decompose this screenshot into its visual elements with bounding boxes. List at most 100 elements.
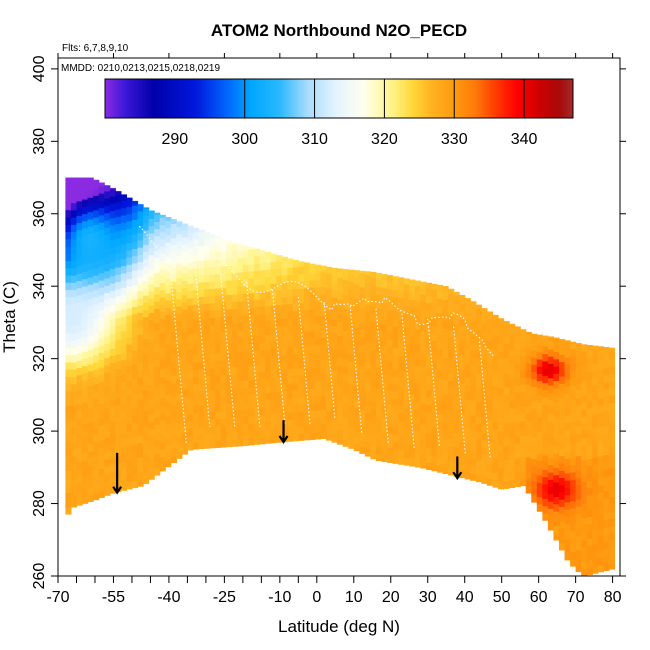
heatmap-cell (353, 356, 360, 365)
heatmap-cell (503, 336, 510, 345)
heatmap-cell (170, 447, 177, 456)
heatmap-cell (298, 309, 305, 318)
heatmap-cell (76, 345, 83, 354)
heatmap-cell (253, 299, 261, 308)
heatmap-cell (514, 406, 521, 415)
heatmap-cell (115, 440, 122, 449)
heatmap-cell (226, 258, 233, 267)
heatmap-cell (87, 436, 94, 445)
heatmap-cell (148, 370, 155, 379)
heatmap-cell (87, 177, 94, 184)
heatmap-cell (453, 374, 460, 383)
heatmap-cell (597, 361, 604, 370)
heatmap-cell (176, 429, 183, 438)
heatmap-cell (320, 337, 327, 345)
x-tick-label: 40 (456, 589, 474, 606)
heatmap-cell (181, 381, 189, 390)
heatmap-cell (414, 423, 421, 432)
heatmap-cell (248, 321, 255, 330)
heatmap-cell (558, 506, 566, 515)
heatmap-cell (292, 295, 299, 304)
heatmap-cell (276, 304, 283, 313)
heatmap-cell (226, 323, 233, 332)
heatmap-cell (242, 372, 250, 381)
heatmap-cell (542, 447, 549, 456)
heatmap-cell (553, 380, 560, 389)
heatmap-cell (104, 480, 111, 489)
heatmap-cell (303, 418, 311, 426)
heatmap-cell (608, 438, 616, 447)
heatmap-cell (320, 416, 327, 425)
heatmap-cell (326, 396, 333, 405)
heatmap-cell (109, 282, 116, 291)
heatmap-cell (126, 343, 133, 352)
heatmap-cell (143, 287, 150, 296)
heatmap-cell (564, 516, 571, 525)
heatmap-cell (159, 376, 166, 385)
heatmap-cell (270, 391, 277, 400)
heatmap-cell (453, 302, 460, 311)
heatmap-cell (592, 558, 599, 567)
heatmap-cell (364, 332, 372, 341)
heatmap-cell (215, 251, 222, 260)
heatmap-cell (592, 551, 599, 560)
heatmap-cell (525, 369, 532, 378)
heatmap-cell (375, 337, 383, 346)
heatmap-cell (387, 317, 394, 326)
heatmap-cell (287, 332, 294, 341)
colorbar-segment (386, 79, 389, 118)
colorbar-segment (274, 79, 277, 118)
heatmap-cell (581, 358, 588, 367)
heatmap-cell (448, 373, 455, 382)
heatmap-cell (131, 415, 139, 423)
heatmap-cell (98, 439, 105, 448)
heatmap-cell (453, 410, 460, 419)
heatmap-cell (176, 422, 183, 430)
heatmap-cell (459, 303, 466, 312)
heatmap-cell (170, 274, 177, 282)
heatmap-cell (82, 445, 89, 454)
heatmap-cell (514, 327, 521, 335)
heatmap-cell (603, 526, 610, 535)
heatmap-cell (575, 354, 582, 362)
heatmap-cell (265, 435, 272, 444)
heatmap-cell (425, 317, 433, 326)
heatmap-cell (486, 311, 494, 320)
heatmap-cell (509, 393, 516, 402)
heatmap-cell (93, 332, 100, 341)
heatmap-cell (597, 549, 604, 558)
colorbar-segment (216, 79, 220, 118)
heatmap-cell (337, 371, 344, 380)
heatmap-cell (603, 360, 610, 369)
heatmap-cell (176, 385, 183, 394)
heatmap-cell (525, 485, 532, 494)
heatmap-cell (298, 302, 305, 311)
colorbar-tick-label: 340 (511, 131, 538, 148)
flight-track (297, 297, 311, 424)
colorbar-segment (255, 79, 258, 118)
heatmap-cell (597, 397, 604, 406)
heatmap-cell (98, 359, 105, 368)
heatmap-cell (608, 489, 616, 498)
heatmap-cell (265, 334, 272, 343)
heatmap-cell (281, 260, 288, 269)
heatmap-cell (65, 340, 72, 348)
colorbar-segment (464, 79, 467, 118)
heatmap-cell (420, 330, 427, 339)
heatmap-cell (131, 313, 139, 322)
heatmap-cell (520, 434, 527, 443)
heatmap-cell (93, 477, 100, 486)
heatmap-cell (215, 425, 222, 434)
heatmap-cell (442, 386, 449, 395)
heatmap-cell (93, 260, 100, 269)
heatmap-cell (581, 561, 588, 570)
heatmap-cell (448, 358, 455, 367)
heatmap-cell (143, 273, 150, 282)
heatmap-cell (409, 279, 416, 286)
colorbar-segment (178, 79, 181, 118)
heatmap-cell (425, 375, 433, 384)
heatmap-cell (237, 431, 244, 440)
heatmap-cell (570, 464, 577, 473)
heatmap-cell (126, 481, 133, 490)
heatmap-cell (553, 431, 560, 440)
